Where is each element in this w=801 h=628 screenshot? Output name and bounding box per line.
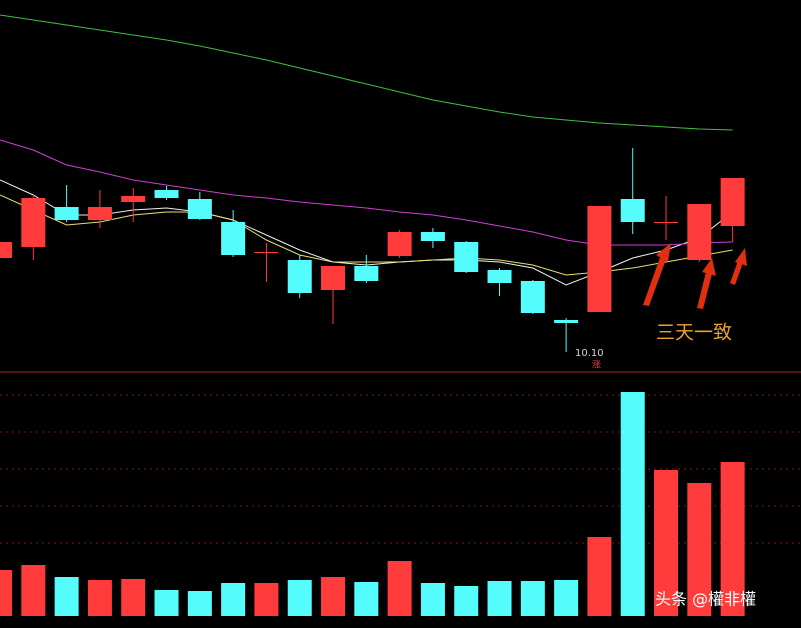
watermark: 头条 @權非權 xyxy=(655,590,756,609)
candle-body xyxy=(87,207,112,220)
candle-body xyxy=(21,198,46,247)
limit-mark: 涨 xyxy=(592,360,601,371)
volume-bar xyxy=(0,570,13,616)
candle-body xyxy=(54,207,79,220)
candle-body xyxy=(354,266,379,281)
volume-bar xyxy=(420,583,445,616)
arrow xyxy=(697,268,713,309)
candle-body xyxy=(387,232,412,256)
candle-body xyxy=(420,232,445,241)
volume-bar xyxy=(354,582,379,616)
candle-body xyxy=(254,252,279,253)
volume-bar xyxy=(54,577,79,616)
candle-body xyxy=(154,190,179,198)
volume-bar xyxy=(487,581,512,616)
candle-body xyxy=(221,222,246,255)
candle-body xyxy=(0,242,13,258)
volume-bar xyxy=(587,537,612,616)
candle-body xyxy=(321,266,346,290)
candle-body xyxy=(587,206,612,312)
candle-body xyxy=(620,199,645,222)
candle-body xyxy=(454,242,479,272)
volume-bar xyxy=(121,579,146,616)
candle-body xyxy=(720,178,745,226)
volume-bar xyxy=(287,580,312,616)
volume-bar xyxy=(554,580,579,616)
volume-bar xyxy=(720,462,745,616)
volume-bar xyxy=(520,581,545,616)
candle-body xyxy=(487,270,512,283)
low-label: 10.10 xyxy=(575,348,604,359)
volume-bar xyxy=(21,565,46,616)
volume-bar xyxy=(454,586,479,616)
arrow-head xyxy=(656,243,671,262)
volume-bar xyxy=(154,590,179,616)
candle-body xyxy=(187,199,212,219)
volume-bar xyxy=(687,483,712,616)
candle-body xyxy=(121,196,146,202)
volume-bar xyxy=(187,591,212,616)
candle-body xyxy=(654,222,679,223)
arrow-head xyxy=(735,248,747,266)
arrow xyxy=(643,252,668,306)
annotation: 三天一致 xyxy=(656,322,732,344)
volume-bar xyxy=(654,470,679,616)
volume-bar xyxy=(87,580,112,616)
volume-bar xyxy=(221,583,246,616)
volume-bar xyxy=(321,577,346,616)
candle-body xyxy=(554,320,579,323)
arrows xyxy=(643,243,747,309)
arrow xyxy=(730,258,744,285)
ma-line xyxy=(0,14,733,131)
volume-bar xyxy=(620,392,645,616)
volume-bar xyxy=(387,561,412,616)
arrow-head xyxy=(702,258,716,276)
candle-body xyxy=(687,204,712,260)
candle-body xyxy=(287,260,312,293)
candle-body xyxy=(520,281,545,313)
volume-bar xyxy=(254,583,279,616)
